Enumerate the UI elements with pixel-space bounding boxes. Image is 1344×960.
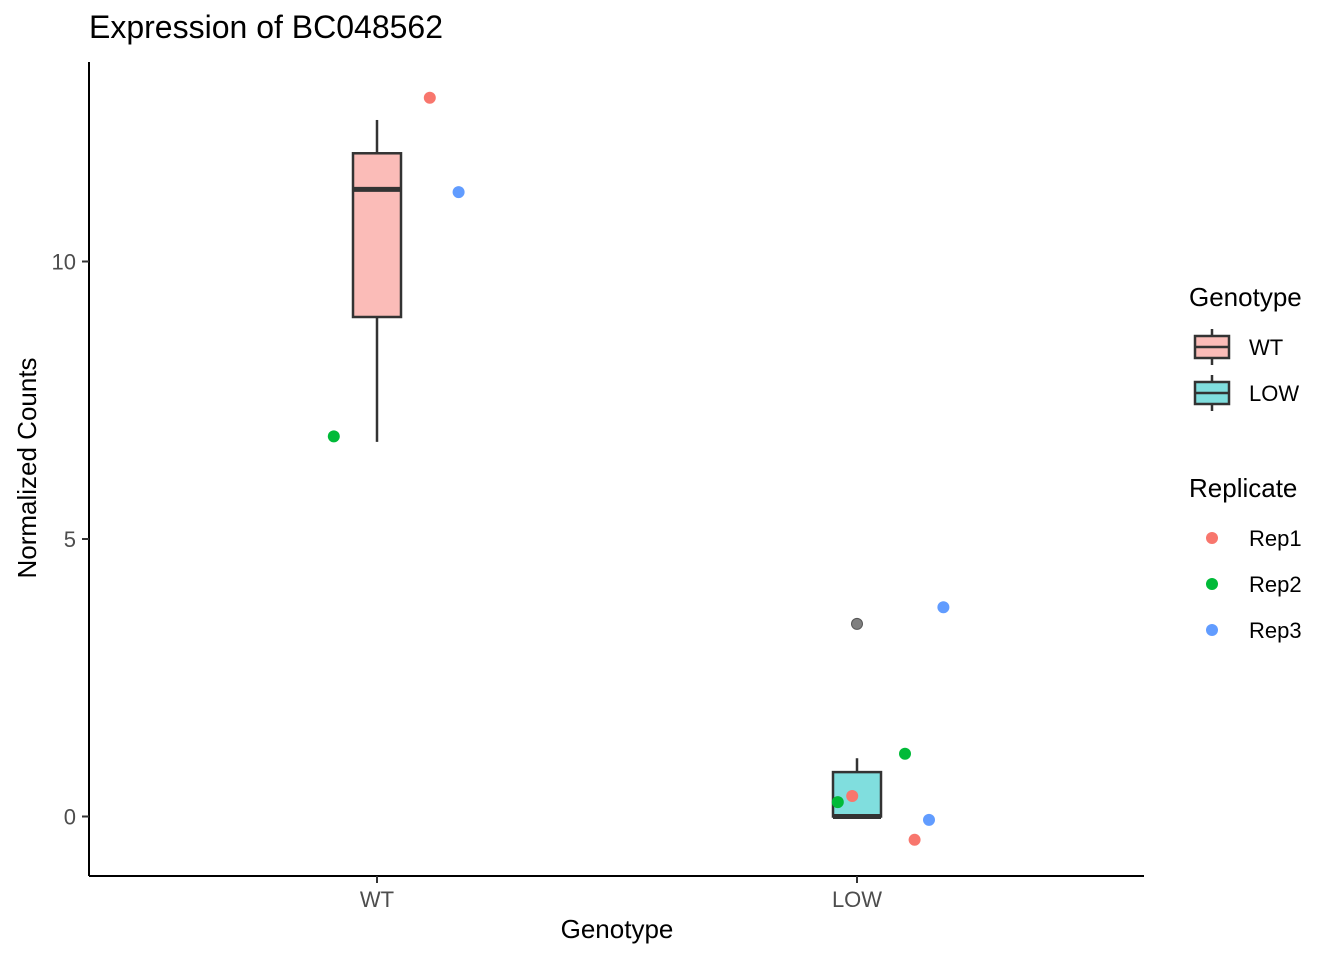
box-body bbox=[351, 152, 403, 319]
y-tick-label: 0 bbox=[64, 805, 76, 830]
box-wt bbox=[351, 119, 403, 442]
legend: Genotype WT LOW Replicate Rep1 Rep2 Rep3 bbox=[1189, 282, 1302, 643]
legend-key bbox=[1193, 329, 1231, 365]
data-point-rep3 bbox=[452, 186, 465, 199]
y-tick-label: 10 bbox=[52, 250, 76, 275]
data-point-rep1 bbox=[846, 789, 859, 802]
x-tick-label: WT bbox=[360, 887, 394, 912]
legend-item-label: Rep3 bbox=[1249, 618, 1302, 643]
legend-title: Replicate bbox=[1189, 473, 1297, 503]
data-point-rep3 bbox=[937, 601, 950, 614]
chart-title: Expression of BC048562 bbox=[89, 9, 443, 45]
data-point-rep2 bbox=[831, 796, 844, 809]
legend-item-label: WT bbox=[1249, 335, 1283, 360]
y-tick-label: 5 bbox=[64, 527, 76, 552]
data-point-rep3 bbox=[923, 813, 935, 826]
legend-item-label: LOW bbox=[1249, 381, 1299, 406]
legend-key bbox=[1206, 624, 1218, 636]
box-low bbox=[831, 617, 883, 819]
legend-genotype: Genotype WT LOW bbox=[1189, 282, 1302, 411]
data-point-rep1 bbox=[423, 91, 436, 104]
legend-replicate: Replicate Rep1 Rep2 Rep3 bbox=[1189, 473, 1302, 643]
data-point-rep2 bbox=[327, 430, 340, 443]
data-point-rep1 bbox=[908, 833, 921, 846]
x-tick-label: LOW bbox=[832, 887, 882, 912]
legend-key bbox=[1193, 375, 1231, 411]
box-outlier-point bbox=[851, 617, 863, 630]
x-axis-title: Genotype bbox=[561, 914, 674, 944]
legend-title: Genotype bbox=[1189, 282, 1302, 312]
legend-key bbox=[1206, 578, 1218, 590]
legend-key-dot bbox=[1206, 578, 1218, 590]
legend-item-label: Rep1 bbox=[1249, 526, 1302, 551]
y-axis-title: Normalized Counts bbox=[12, 357, 42, 578]
legend-key bbox=[1206, 532, 1218, 544]
data-point-rep2 bbox=[899, 747, 911, 760]
legend-key-dot bbox=[1206, 624, 1218, 636]
plot-area: 0 5 10 WT LOW bbox=[52, 62, 1144, 912]
legend-item-label: Rep2 bbox=[1249, 572, 1302, 597]
legend-key-dot bbox=[1206, 532, 1218, 544]
